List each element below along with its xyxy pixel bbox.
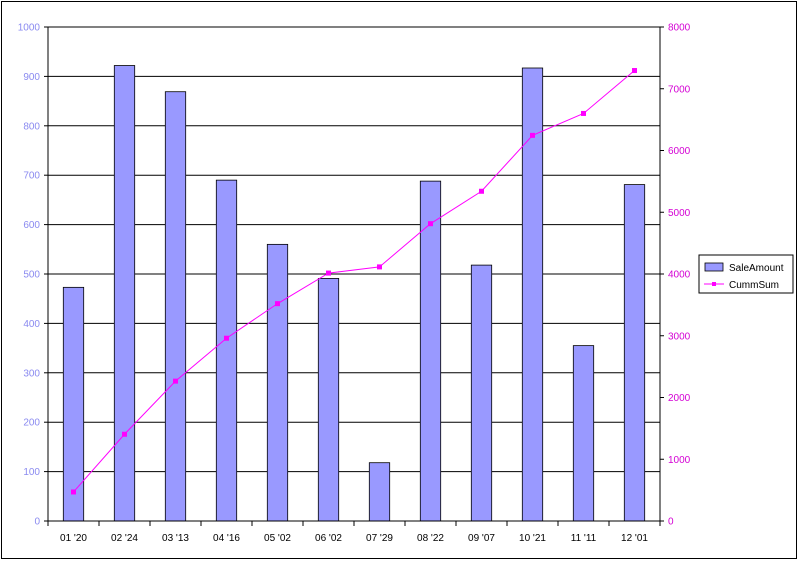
cummsum-point bbox=[326, 270, 331, 276]
cummsum-point bbox=[530, 132, 535, 138]
x-tick-label: 01 '20 bbox=[60, 533, 87, 544]
x-tick-label: 10 '21 bbox=[519, 533, 546, 544]
y-tick-label: 700 bbox=[23, 171, 40, 182]
x-tick-label: 05 '02 bbox=[264, 533, 291, 544]
bar bbox=[368, 462, 391, 522]
cummsum-point bbox=[632, 68, 637, 74]
x-tick-label: 04 '16 bbox=[213, 533, 240, 544]
x-tick-label: 12 '01 bbox=[621, 533, 648, 544]
cummsum-line bbox=[73, 70, 635, 493]
y2-tick-label: 5000 bbox=[668, 208, 691, 219]
bar bbox=[623, 184, 646, 522]
x-tick-label: 09 '07 bbox=[468, 533, 495, 544]
bar bbox=[215, 179, 238, 522]
cummsum-point bbox=[275, 301, 280, 307]
legend-box bbox=[698, 254, 794, 294]
bar bbox=[113, 65, 136, 522]
y2-tick-label: 2000 bbox=[668, 393, 691, 404]
legend-swatch-marker bbox=[712, 282, 716, 286]
legend-swatch-bar bbox=[704, 262, 724, 272]
bar bbox=[164, 91, 187, 522]
grid-layer bbox=[48, 26, 660, 473]
y-tick-label: 500 bbox=[23, 270, 40, 281]
cummsum-point bbox=[581, 110, 586, 116]
x-tick-label: 06 '02 bbox=[315, 533, 342, 544]
cummsum-point bbox=[377, 264, 382, 270]
cummsum-point bbox=[122, 431, 127, 437]
bar bbox=[572, 345, 595, 522]
x-tick-label: 07 '29 bbox=[366, 533, 393, 544]
y2-tick-label: 0 bbox=[668, 517, 674, 528]
x-tick-label: 02 '24 bbox=[111, 533, 138, 544]
cummsum-point bbox=[173, 378, 178, 384]
y-tick-label: 200 bbox=[23, 418, 40, 429]
y2-tick-label: 7000 bbox=[668, 84, 691, 95]
x-tick-label: 03 '13 bbox=[162, 533, 189, 544]
y-tick-label: 1000 bbox=[18, 23, 41, 34]
y2-tick-label: 6000 bbox=[668, 146, 691, 157]
bar bbox=[266, 243, 289, 522]
bar bbox=[419, 180, 442, 522]
ticks-layer: 0 100 200 300 400 500 600 700 800 900 1000 0 1000 200… bbox=[18, 23, 691, 545]
y-tick-label: 900 bbox=[23, 72, 40, 83]
bar bbox=[317, 278, 340, 522]
cummsum-point bbox=[479, 188, 484, 194]
cummsum-point bbox=[71, 489, 76, 495]
bars-layer bbox=[62, 65, 646, 522]
bar bbox=[62, 286, 85, 522]
x-tick-label: 08 '22 bbox=[417, 533, 444, 544]
cummsum-point bbox=[224, 335, 229, 341]
bar bbox=[470, 264, 493, 522]
y2-tick-label: 1000 bbox=[668, 455, 691, 466]
y-tick-label: 100 bbox=[23, 467, 40, 478]
line-layer bbox=[71, 68, 637, 495]
x-tick-label: 11 '11 bbox=[571, 533, 597, 544]
y-tick-label: 0 bbox=[34, 517, 40, 528]
legend-label-cummsum: CummSum bbox=[729, 280, 779, 291]
y2-tick-label: 4000 bbox=[668, 270, 691, 281]
y-tick-label: 400 bbox=[23, 319, 40, 330]
axes-layer bbox=[44, 26, 664, 526]
cummsum-point bbox=[428, 221, 433, 227]
y-tick-label: 300 bbox=[23, 368, 40, 379]
legend-label-saleamount: SaleAmount bbox=[729, 263, 784, 274]
legend: SaleAmount CummSum bbox=[698, 254, 794, 294]
y-tick-label: 600 bbox=[23, 220, 40, 231]
y2-tick-label: 3000 bbox=[668, 331, 691, 342]
y2-tick-label: 8000 bbox=[668, 23, 691, 34]
y-tick-label: 800 bbox=[23, 121, 40, 132]
